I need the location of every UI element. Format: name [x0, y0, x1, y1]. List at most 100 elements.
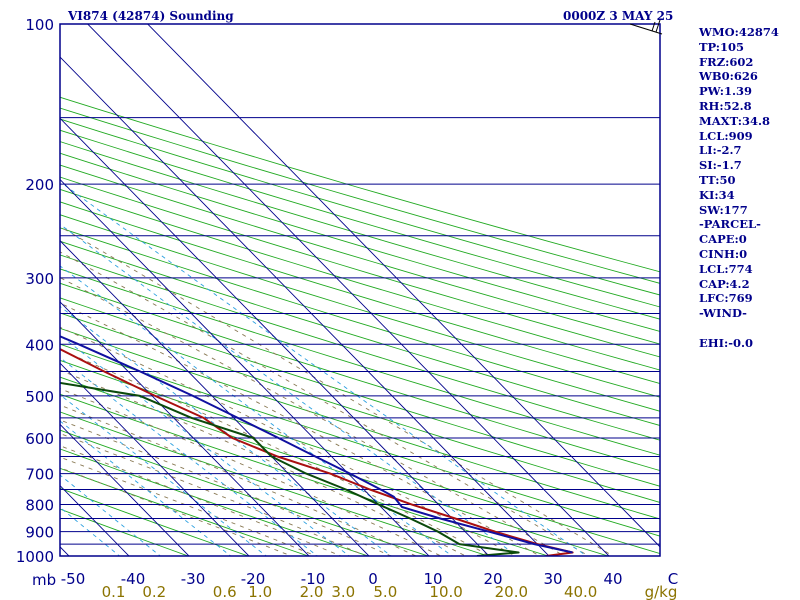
plot-frame [59, 23, 661, 557]
diagram-background [60, 24, 660, 556]
index-line: EHI:-0.0 [699, 335, 754, 350]
dry-adiabat [60, 188, 660, 371]
dry-adiabat [60, 176, 660, 358]
mixing-ratio-unit-label: g/kg [645, 583, 678, 600]
moist-adiabat [60, 277, 566, 556]
stability-indices-panel: WMO:42874 TP:105 FRZ:602 WB0:626 PW:1.39 RH:5… [699, 25, 779, 351]
index-line: WMO:42874 [699, 25, 779, 39]
index-line: KI:34 [699, 187, 735, 202]
dewpoint-line [60, 381, 520, 556]
mixing-ratio-line [60, 357, 319, 556]
dry-adiabat [60, 227, 660, 412]
dry-adiabat [60, 297, 660, 487]
temperature-line [60, 347, 574, 556]
dry-adiabat [60, 141, 660, 320]
moist-adiabat [60, 251, 590, 556]
isotherm [87, 24, 610, 556]
temperature-tick-label: -40 [121, 570, 146, 588]
pressure-tick-label: 700 [25, 466, 54, 484]
isotherm [60, 423, 190, 556]
pressure-tick-label: 300 [25, 270, 54, 288]
index-line: CINH:0 [699, 246, 748, 261]
index-line: RH:52.8 [699, 98, 752, 113]
moist-adiabat [60, 456, 318, 556]
wind-barb-shaft [629, 23, 663, 35]
dry-adiabat [60, 359, 660, 555]
temperature-tick-label: C [668, 570, 678, 588]
pressure-tick-label: 200 [25, 176, 54, 194]
index-line: LCL:909 [699, 128, 753, 143]
moist-adiabat [60, 226, 614, 556]
dry-adiabat [60, 448, 370, 556]
dry-adiabat [60, 411, 490, 556]
mixing-ratio-line [60, 334, 351, 556]
index-line: LCL:774 [699, 261, 753, 276]
index-line: TP:105 [699, 39, 745, 54]
mixing-ratio-label: 5.0 [373, 583, 397, 600]
temperature-tick-label: 20 [483, 570, 502, 588]
mixing-ratio-line [60, 394, 267, 556]
index-line: -PARCEL- [699, 217, 761, 232]
temperature-tick-label: -20 [241, 570, 266, 588]
isotherm [60, 301, 310, 556]
index-line: CAPE:0 [699, 232, 747, 247]
pressure-tick-label: 900 [25, 524, 54, 542]
mixing-ratio-line [60, 223, 519, 556]
index-line: WB0:626 [699, 69, 758, 84]
dry-adiabat [60, 343, 660, 537]
dry-adiabat [60, 254, 660, 441]
pressure-tick-label: 100 [25, 16, 54, 34]
temperature-tick-label: -50 [61, 570, 86, 588]
isotherm [0, 0, 31, 578]
isotherm [60, 362, 250, 556]
temperature-tick-label: -30 [181, 570, 206, 588]
station-title: VI874 (42874) Sounding [68, 9, 234, 23]
index-line: SI:-1.7 [699, 158, 742, 173]
dry-adiabat [60, 327, 660, 520]
wind-barb-flag [651, 21, 656, 32]
mixing-ratio-label: 40.0 [564, 583, 597, 600]
wind-barb-flag [655, 19, 661, 33]
index-line: CAP:4.2 [699, 276, 750, 291]
index-line: MAXT:34.8 [699, 113, 770, 128]
dry-adiabat [60, 96, 660, 273]
moist-adiabat [60, 404, 417, 556]
moist-adiabat [60, 349, 492, 556]
pressure-tick-label: 800 [25, 496, 54, 514]
dry-adiabat [60, 129, 660, 308]
temperature-tick-label: -10 [301, 570, 326, 588]
mixing-ratio-label: 0.6 [213, 583, 237, 600]
index-line: LI:-2.7 [699, 143, 742, 158]
index-line: -WIND- [699, 306, 747, 321]
dry-adiabat [60, 312, 660, 503]
dry-adiabat [60, 429, 430, 556]
dry-adiabat [60, 282, 660, 472]
pressure-axis-label: mb [32, 571, 56, 589]
temperature-tick-label: 10 [423, 570, 442, 588]
isotherm [60, 240, 370, 556]
mixing-ratio-label: 1.0 [248, 583, 272, 600]
mixing-ratio-line [60, 305, 393, 556]
mixing-ratio-label: 20.0 [495, 583, 528, 600]
index-line: PW:1.39 [699, 84, 753, 99]
mixing-ratio-line [60, 265, 453, 556]
temperature-tick-label: 0 [368, 570, 378, 588]
pressure-tick-label: 400 [25, 336, 54, 354]
temperature-tick-label: 40 [603, 570, 622, 588]
moist-adiabat [60, 388, 442, 556]
dry-adiabat [60, 164, 660, 345]
diagram-grid [0, 0, 660, 578]
dry-adiabat [60, 107, 660, 284]
dry-adiabat [60, 268, 660, 456]
dry-adiabat [60, 201, 660, 385]
sounding-time: 0000Z 3 MAY 25 [563, 9, 674, 23]
mixing-ratio-label: 0.2 [142, 583, 166, 600]
isotherm [60, 178, 430, 556]
index-line: SW:177 [699, 202, 748, 217]
plot-area [60, 24, 660, 556]
isotherm [60, 56, 550, 556]
mixing-ratio-label: 10.0 [429, 583, 462, 600]
mixing-ratio-label: 2.0 [300, 583, 324, 600]
